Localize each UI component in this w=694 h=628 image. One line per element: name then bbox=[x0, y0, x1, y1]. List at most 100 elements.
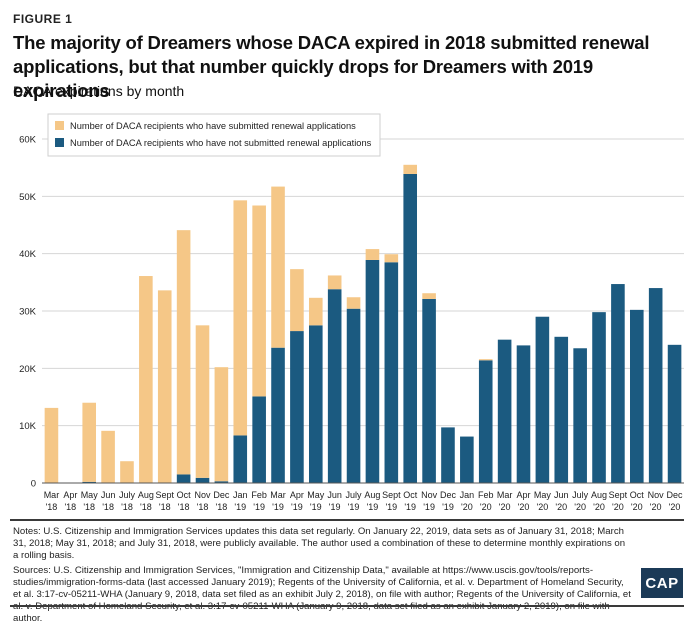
x-tick-year-label: '19 bbox=[348, 502, 360, 512]
x-tick-year-label: '20 bbox=[593, 502, 605, 512]
bar-not-submitted bbox=[441, 427, 455, 483]
notes-text: Notes: U.S. Citizenship and Immigration … bbox=[13, 526, 626, 561]
bar-not-submitted bbox=[195, 477, 210, 483]
x-tick-label: Sept bbox=[609, 490, 628, 500]
bar-not-submitted bbox=[176, 474, 191, 483]
bar-submitted bbox=[327, 275, 342, 290]
x-tick-year-label: '20 bbox=[574, 502, 586, 512]
x-tick-year-label: '18 bbox=[216, 502, 228, 512]
bar-not-submitted bbox=[554, 336, 569, 483]
x-tick-year-label: '19 bbox=[367, 502, 379, 512]
x-tick-label: Oct bbox=[630, 490, 645, 500]
x-tick-label: Sept bbox=[155, 490, 174, 500]
x-tick-year-label: '18 bbox=[140, 502, 152, 512]
x-tick-label: Dec bbox=[667, 490, 684, 500]
x-tick-label: July bbox=[119, 490, 136, 500]
x-tick-year-label: '20 bbox=[480, 502, 492, 512]
legend-label: Number of DACA recipients who have submi… bbox=[70, 121, 356, 131]
bar-submitted bbox=[101, 430, 115, 483]
bar-submitted bbox=[44, 407, 59, 483]
x-tick-label: Jun bbox=[554, 490, 569, 500]
bar-submitted bbox=[195, 325, 210, 478]
x-tick-year-label: '19 bbox=[253, 502, 265, 512]
cap-logo: CAP bbox=[641, 568, 683, 598]
x-tick-label: Feb bbox=[478, 490, 494, 500]
x-tick-label: Jan bbox=[233, 490, 248, 500]
x-tick-year-label: '20 bbox=[669, 502, 681, 512]
bar-not-submitted bbox=[403, 173, 418, 483]
x-tick-label: July bbox=[572, 490, 589, 500]
x-tick-year-label: '19 bbox=[423, 502, 435, 512]
x-tick-year-label: '19 bbox=[442, 502, 454, 512]
bar-not-submitted bbox=[516, 345, 531, 483]
x-tick-year-label: '18 bbox=[46, 502, 58, 512]
bar-submitted bbox=[233, 200, 248, 436]
bar-not-submitted bbox=[346, 308, 361, 483]
bar-chart: 010K20K30K40K50K60KMar'18Apr'18May'18Jun… bbox=[19, 113, 684, 512]
x-tick-year-label: '20 bbox=[518, 502, 530, 512]
x-tick-year-label: '18 bbox=[83, 502, 95, 512]
bar-not-submitted bbox=[271, 347, 285, 483]
bar-not-submitted bbox=[233, 435, 248, 483]
x-tick-label: Nov bbox=[194, 490, 211, 500]
legend-swatch bbox=[55, 138, 64, 147]
x-tick-label: Apr bbox=[63, 490, 77, 500]
x-tick-year-label: '18 bbox=[159, 502, 171, 512]
bar-submitted bbox=[365, 249, 380, 260]
x-tick-label: July bbox=[346, 490, 363, 500]
bar-not-submitted bbox=[535, 316, 550, 483]
bar-not-submitted bbox=[308, 325, 323, 483]
x-tick-year-label: '19 bbox=[234, 502, 246, 512]
figure-label: FIGURE 1 bbox=[13, 12, 73, 26]
x-tick-label: Nov bbox=[421, 490, 438, 500]
bar-submitted bbox=[120, 461, 134, 483]
bar-submitted bbox=[478, 359, 493, 361]
bar-not-submitted bbox=[82, 481, 97, 483]
x-tick-label: Oct bbox=[403, 490, 418, 500]
x-tick-label: Mar bbox=[270, 490, 286, 500]
bar-not-submitted bbox=[478, 360, 493, 483]
legend-box bbox=[47, 113, 381, 157]
bar-not-submitted bbox=[422, 298, 436, 483]
x-tick-year-label: '20 bbox=[461, 502, 473, 512]
divider bbox=[10, 519, 684, 521]
x-tick-label: Aug bbox=[138, 490, 154, 500]
bar-not-submitted bbox=[214, 481, 229, 483]
bar-submitted bbox=[139, 276, 153, 483]
x-tick-label: Nov bbox=[648, 490, 665, 500]
bar-not-submitted bbox=[611, 284, 625, 483]
legend-label: Number of DACA recipients who have not s… bbox=[70, 138, 372, 148]
bar-not-submitted bbox=[497, 339, 512, 483]
x-tick-year-label: '19 bbox=[385, 502, 397, 512]
bar-submitted bbox=[422, 293, 436, 299]
bar-not-submitted bbox=[592, 312, 606, 483]
x-tick-label: Feb bbox=[251, 490, 267, 500]
x-tick-year-label: '19 bbox=[291, 502, 303, 512]
x-tick-year-label: '18 bbox=[102, 502, 114, 512]
x-tick-label: Apr bbox=[516, 490, 530, 500]
bar-submitted bbox=[346, 297, 361, 309]
bar-not-submitted bbox=[648, 288, 663, 483]
x-tick-year-label: '20 bbox=[612, 502, 624, 512]
x-tick-year-label: '19 bbox=[404, 502, 416, 512]
x-tick-year-label: '20 bbox=[555, 502, 567, 512]
bar-submitted bbox=[290, 269, 304, 332]
bar-submitted bbox=[403, 164, 418, 174]
x-tick-label: May bbox=[307, 490, 325, 500]
x-tick-year-label: '18 bbox=[197, 502, 209, 512]
y-tick-label: 0 bbox=[31, 479, 36, 490]
x-tick-year-label: '18 bbox=[178, 502, 190, 512]
bar-not-submitted bbox=[252, 396, 266, 483]
bar-submitted bbox=[252, 205, 266, 397]
bar-not-submitted bbox=[573, 348, 587, 483]
chart-title: The majority of Dreamers whose DACA expi… bbox=[13, 32, 650, 101]
x-tick-label: Dec bbox=[440, 490, 457, 500]
bar-not-submitted bbox=[290, 331, 304, 483]
x-tick-label: Aug bbox=[364, 490, 380, 500]
x-tick-year-label: '19 bbox=[272, 502, 284, 512]
x-tick-label: Oct bbox=[177, 490, 192, 500]
x-tick-year-label: '20 bbox=[499, 502, 511, 512]
bar-not-submitted bbox=[384, 262, 399, 483]
y-tick-label: 20K bbox=[19, 364, 37, 375]
y-tick-label: 60K bbox=[19, 135, 37, 146]
